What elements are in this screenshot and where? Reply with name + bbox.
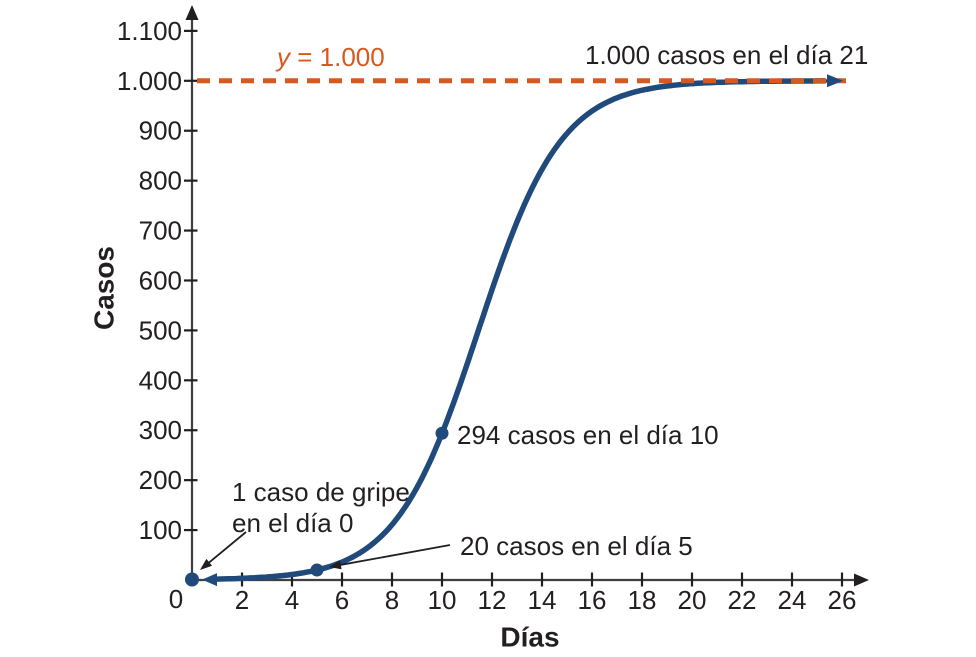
annotation-day-5-label: 20 casos en el día 5: [460, 531, 693, 561]
y-tick-label: 800: [139, 166, 182, 196]
data-point: [310, 563, 324, 577]
y-tick-label: 200: [139, 465, 182, 495]
annotation-day-5-arrow-icon: [329, 560, 342, 570]
y-axis-arrow-icon: [185, 5, 199, 20]
x-tick-label: 14: [528, 585, 557, 615]
x-tick-label: 4: [285, 585, 299, 615]
y-tick-label: 1.000: [117, 66, 182, 96]
x-axis-arrow-icon: [854, 573, 869, 587]
x-tick-label: 10: [428, 585, 457, 615]
annotation-day-0-label: en el día 0: [232, 508, 353, 538]
curve-start-arrow-icon: [202, 573, 217, 587]
annotation-day-0-arrow-line: [205, 531, 247, 566]
origin-label: 0: [169, 584, 183, 614]
y-tick-label: 100: [139, 515, 182, 545]
x-tick-label: 20: [678, 585, 707, 615]
y-tick-label: 900: [139, 116, 182, 146]
x-tick-label: 26: [828, 585, 857, 615]
y-tick-label: 300: [139, 415, 182, 445]
annotation-day-10-label: 294 casos en el día 10: [457, 420, 719, 450]
annotation-day-5-arrow-line: [336, 544, 451, 567]
annotation-day-21-label: 1.000 casos en el día 21: [585, 40, 868, 70]
y-tick-label: 400: [139, 365, 182, 395]
x-tick-label: 8: [385, 585, 399, 615]
asymptote-label: y = 1.000: [275, 42, 385, 72]
x-tick-label: 16: [578, 585, 607, 615]
x-tick-label: 18: [628, 585, 657, 615]
y-tick-label: 500: [139, 315, 182, 345]
y-tick-label: 700: [139, 216, 182, 246]
x-axis-title: Días: [500, 622, 559, 653]
x-tick-label: 24: [778, 585, 807, 615]
data-point: [435, 426, 449, 440]
curve-end-arrow-icon: [827, 74, 843, 88]
x-tick-label: 2: [235, 585, 249, 615]
data-point: [185, 572, 199, 587]
x-tick-label: 6: [335, 585, 349, 615]
x-tick-label: 22: [728, 585, 757, 615]
y-tick-label: 600: [139, 265, 182, 295]
y-tick-label: 1.100: [117, 16, 182, 46]
annotation-day-0-label: 1 caso de gripe: [232, 477, 410, 507]
y-axis-title: Casos: [89, 246, 120, 330]
x-tick-label: 12: [478, 585, 507, 615]
annotation-day-0-arrow-icon: [200, 558, 213, 570]
